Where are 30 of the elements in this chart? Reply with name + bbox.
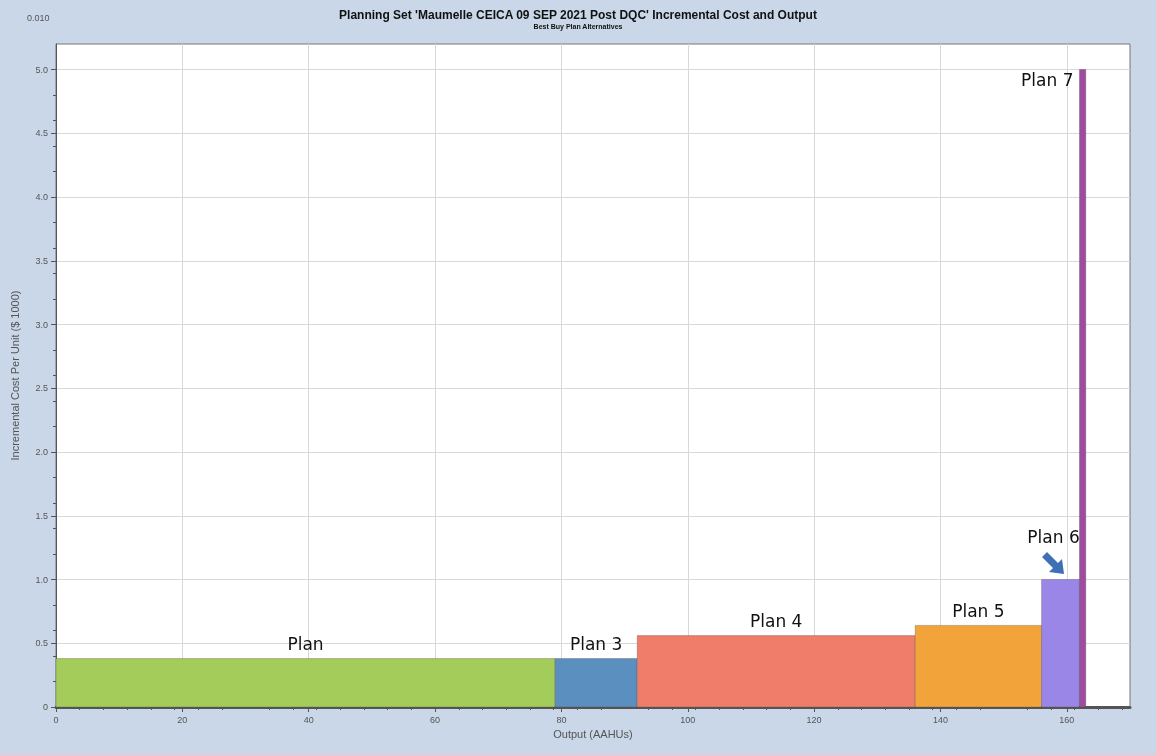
x-tick-label: 140 bbox=[932, 714, 948, 725]
chart-title: Planning Set 'Maumelle CEICA 09 SEP 2021 Post DQC' Incremental Cost and Output bbox=[339, 8, 817, 22]
y-tick-label: 5.0 bbox=[35, 64, 48, 75]
annotation: Plan 4 bbox=[750, 611, 803, 632]
y-tick-label: 1.5 bbox=[35, 510, 48, 521]
y-tick-label: 0.5 bbox=[35, 638, 48, 649]
annotation: Plan 6 bbox=[1027, 527, 1080, 547]
y-axis-title: Incremental Cost Per Unit ($ 1000) bbox=[8, 290, 21, 461]
text: 0.010 bbox=[27, 12, 50, 23]
x-tick-label: 120 bbox=[806, 714, 822, 725]
y-tick-label: 2.5 bbox=[35, 383, 48, 394]
x-tick-label: 80 bbox=[556, 714, 567, 725]
y-tick-label: 2.0 bbox=[35, 447, 48, 457]
x-axis-title: Output (AAHUs) bbox=[553, 728, 633, 741]
x-tick-label: 60 bbox=[430, 714, 441, 725]
y-tick-label: 4.0 bbox=[35, 192, 48, 202]
y-tick-label: 3.5 bbox=[35, 255, 48, 266]
annotation: Plan 5 bbox=[952, 600, 1005, 621]
annotation: Plan 7 bbox=[1021, 70, 1074, 90]
y-tick-label: 1.0 bbox=[35, 574, 48, 585]
x-tick-label: 0 bbox=[53, 714, 59, 725]
x-tick-label: 100 bbox=[680, 714, 696, 725]
y-tick-label: 3.0 bbox=[35, 319, 48, 330]
annotation: Plan bbox=[287, 634, 324, 655]
x-tick-label: 160 bbox=[1059, 714, 1075, 725]
annotation: Plan 3 bbox=[569, 634, 623, 655]
y-tick-label: 4.5 bbox=[35, 128, 48, 139]
y-tick-label: 0 bbox=[42, 702, 48, 712]
x-tick-label: 20 bbox=[177, 714, 188, 725]
x-tick-label: 40 bbox=[303, 714, 314, 725]
